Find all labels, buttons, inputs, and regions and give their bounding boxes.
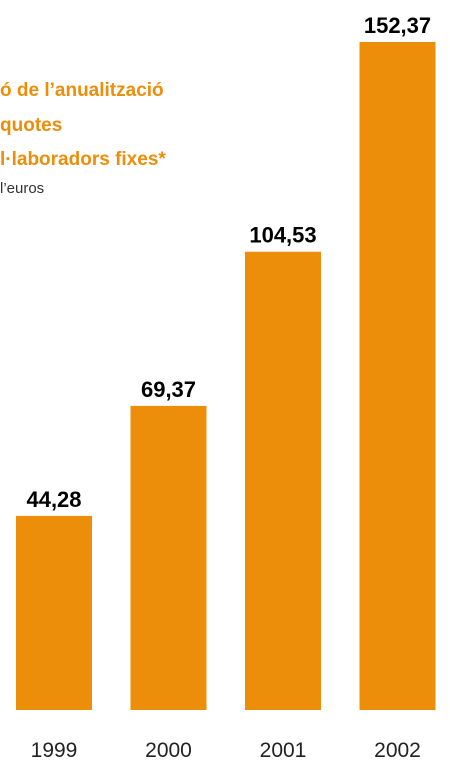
chart-title-line-1: ó de l’anualització bbox=[0, 80, 164, 101]
category-label-2002: 2002 bbox=[374, 739, 421, 762]
value-label-2000: 69,37 bbox=[141, 377, 196, 402]
value-label-2001: 104,53 bbox=[249, 223, 316, 248]
bar-1999 bbox=[16, 515, 92, 710]
category-label-2001: 2001 bbox=[260, 739, 307, 762]
bar-2002 bbox=[359, 42, 436, 710]
category-label-1999: 1999 bbox=[31, 739, 78, 762]
bar-2000 bbox=[130, 405, 207, 710]
chart-unit-label: l’euros bbox=[0, 180, 45, 197]
chart-title-line-3: l·laboradors fixes* bbox=[0, 149, 166, 170]
category-label-2000: 2000 bbox=[145, 739, 192, 762]
value-label-2002: 152,37 bbox=[364, 13, 431, 38]
value-label-1999: 44,28 bbox=[26, 487, 81, 512]
chart-title-line-2: quotes bbox=[0, 115, 63, 136]
bar-2001 bbox=[245, 251, 321, 710]
